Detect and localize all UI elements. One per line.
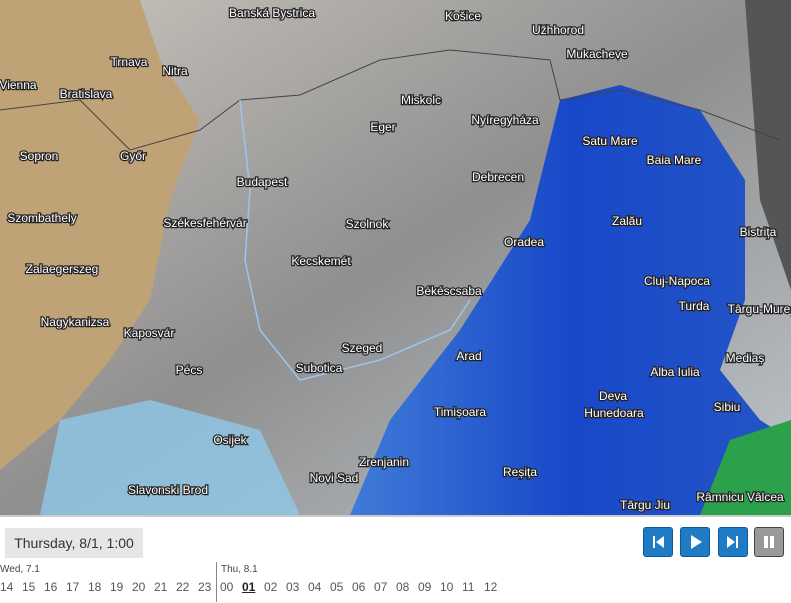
city-label: Zalău	[612, 214, 642, 228]
city-label: Oradea	[504, 235, 544, 249]
city-label: Satu Mare	[582, 134, 638, 148]
day-label: Wed, 7.1	[0, 564, 40, 575]
hour-label[interactable]: 23	[198, 580, 212, 594]
city-label: Zrenjanin	[359, 455, 409, 469]
city-label: Sopron	[20, 149, 59, 163]
city-labels: Banská Bystrica Košice Užhhorod Trnava Nitra…	[0, 5, 791, 514]
city-label: Alba Iulia	[650, 365, 700, 379]
day-divider	[216, 562, 217, 602]
city-label: Zalaegerszeg	[26, 262, 99, 276]
city-label: Deva	[599, 389, 627, 403]
rain-area	[350, 85, 791, 515]
hour-label[interactable]: 21	[154, 580, 168, 594]
city-label: Arad	[456, 349, 481, 363]
city-label: Miskolc	[401, 93, 441, 107]
timeline-bar: Thursday, 8/1, 1:00 Wed, 7.1 14 15 16 17 18 19…	[0, 515, 791, 603]
play-button[interactable]	[680, 527, 710, 557]
city-label: Bistrița	[740, 225, 777, 239]
city-label: Nyíregyháza	[471, 113, 539, 127]
hour-label[interactable]: 04	[308, 580, 322, 594]
land-area	[0, 0, 200, 470]
rain-heavy	[700, 420, 791, 515]
hour-label[interactable]: 22	[176, 580, 190, 594]
pause-button[interactable]	[754, 527, 784, 557]
city-label: Turda	[679, 299, 710, 313]
city-label: Reșița	[503, 465, 537, 479]
hour-label[interactable]: 03	[286, 580, 300, 594]
city-label: Nagykanizsa	[41, 315, 110, 329]
city-label: Kaposvár	[124, 326, 175, 340]
hour-label[interactable]: 09	[418, 580, 432, 594]
city-label: Osijek	[213, 433, 247, 447]
city-label: Szolnok	[346, 217, 390, 231]
hour-label[interactable]: 15	[22, 580, 36, 594]
city-label: Budapest	[237, 175, 288, 189]
city-label: Râmnicu Vâlcea	[696, 490, 784, 504]
hour-label[interactable]: 12	[484, 580, 498, 594]
river	[239, 99, 471, 381]
hour-label[interactable]: 16	[44, 580, 58, 594]
city-label: Novi Sad	[310, 471, 359, 485]
cloud-light	[40, 400, 300, 515]
cloud-dark	[745, 0, 791, 290]
city-label: Banská Bystrica	[229, 6, 315, 20]
current-time: Thursday, 8/1, 1:00	[5, 528, 143, 558]
hour-label[interactable]: 08	[396, 580, 410, 594]
city-label: Nitra	[162, 64, 188, 78]
city-label: Subotica	[296, 361, 343, 375]
city-label: Sibiu	[714, 400, 741, 414]
city-label: Szombathely	[7, 211, 76, 225]
hour-label[interactable]: 19	[110, 580, 124, 594]
city-label: Mukacheve	[566, 47, 628, 61]
city-label: Pécs	[176, 363, 203, 377]
city-label: Bratislava	[60, 87, 113, 101]
hour-label[interactable]: 11	[462, 580, 475, 594]
next-button[interactable]	[718, 527, 748, 557]
city-label: Vienna	[0, 78, 37, 92]
hour-label[interactable]: 14	[0, 580, 14, 594]
city-label: Békéscsaba	[416, 284, 482, 298]
city-label: Győr	[120, 149, 146, 163]
hour-label[interactable]: 01	[242, 580, 256, 594]
city-label: Târgu-Mureș	[728, 302, 791, 316]
hour-label[interactable]: 10	[440, 580, 454, 594]
city-label: Mediaș	[726, 351, 765, 365]
city-label: Szeged	[342, 341, 383, 355]
map: Banská Bystrica Košice Užhhorod Trnava Nitra…	[0, 0, 791, 515]
hour-label[interactable]: 05	[330, 580, 344, 594]
hour-label[interactable]: 00	[220, 580, 234, 594]
city-label: Debrecen	[472, 170, 524, 184]
city-label: Târgu Jiu	[620, 498, 670, 512]
city-label: Baia Mare	[647, 153, 702, 167]
hour-label[interactable]: 06	[352, 580, 366, 594]
city-label: Trnava	[111, 55, 148, 69]
hour-label[interactable]: 17	[66, 580, 80, 594]
hour-label[interactable]: 02	[264, 580, 278, 594]
hour-label[interactable]: 07	[374, 580, 388, 594]
city-label: Hunedoara	[584, 406, 644, 420]
city-label: Košice	[445, 9, 481, 23]
city-label: Slavonski Brod	[128, 483, 208, 497]
city-label: Eger	[370, 120, 395, 134]
city-label: Kecskemét	[291, 254, 351, 268]
hour-label[interactable]: 18	[88, 580, 102, 594]
city-label: Timișoara	[434, 405, 487, 419]
city-label: Székesfehérvár	[163, 216, 246, 230]
hour-label[interactable]: 20	[132, 580, 146, 594]
day-label: Thu, 8.1	[221, 564, 258, 575]
city-label: Cluj-Napoca	[644, 274, 710, 288]
city-label: Užhhorod	[532, 23, 584, 37]
border	[0, 49, 781, 151]
prev-button[interactable]	[643, 527, 673, 557]
